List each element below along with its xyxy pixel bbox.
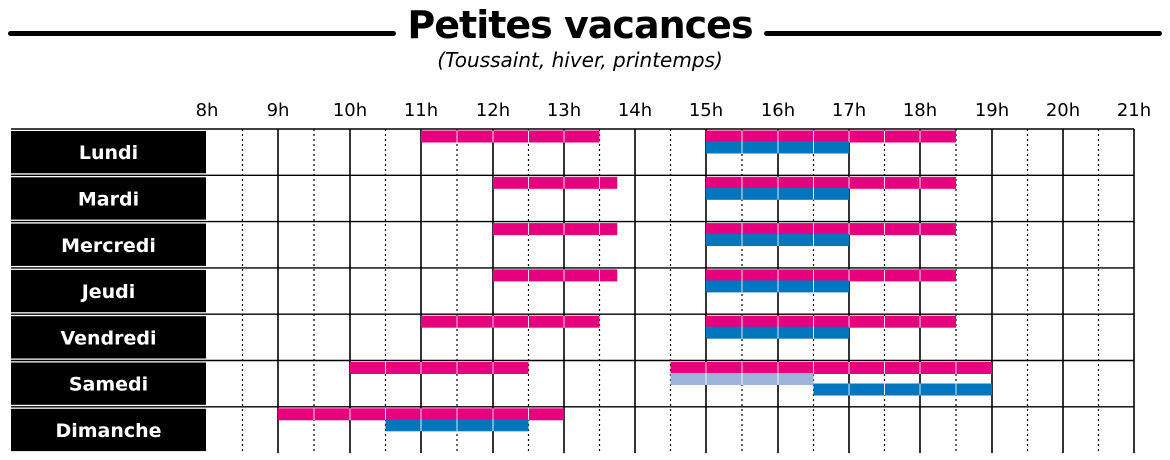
day-label-box xyxy=(11,316,206,359)
day-label-box xyxy=(11,223,206,266)
hour-tick-label: 21h xyxy=(1117,100,1151,121)
day-label-box xyxy=(11,177,206,220)
day-label-box xyxy=(11,362,206,405)
day-label-box xyxy=(11,131,206,174)
hour-tick-label: 16h xyxy=(761,100,795,121)
pink-bar xyxy=(706,315,956,328)
pink-bar xyxy=(670,362,992,374)
pink-bar xyxy=(350,362,529,374)
labels-layer: 8h 9h 10h 11h 12h 13h 14h 15h 16h 17h 18h 19h 20h 21h… xyxy=(11,100,1151,452)
hour-tick-label: 19h xyxy=(975,100,1009,121)
title-rule-right xyxy=(764,31,1162,36)
hour-tick-label: 20h xyxy=(1046,100,1080,121)
pink-bar xyxy=(706,223,956,236)
day-label: Samedi xyxy=(69,374,148,396)
hour-tick-label: 15h xyxy=(689,100,723,121)
hour-tick-label: 17h xyxy=(832,100,866,121)
hour-tick-label: 11h xyxy=(404,100,438,121)
day-label: Lundi xyxy=(79,142,138,164)
hour-tick-label: 9h xyxy=(267,100,290,121)
day-label: Dimanche xyxy=(55,420,161,442)
blue-bar xyxy=(813,383,992,396)
pink-bar xyxy=(706,176,956,189)
page-subtitle: (Toussaint, hiver, printemps) xyxy=(437,48,723,72)
pink-bar xyxy=(493,223,618,236)
pink-bar xyxy=(706,130,956,143)
hour-tick-label: 8h xyxy=(196,100,219,121)
bars-layer xyxy=(278,130,992,432)
pink-bar xyxy=(421,130,600,143)
hour-tick-label: 12h xyxy=(476,100,510,121)
pink-bar xyxy=(493,269,618,282)
day-label-box xyxy=(11,269,206,313)
day-label-box xyxy=(11,408,206,452)
hour-tick-label: 13h xyxy=(547,100,581,121)
pink-bar xyxy=(493,176,618,189)
page-title: Petites vacances xyxy=(407,3,753,47)
day-label: Mercredi xyxy=(61,235,156,257)
day-label: Vendredi xyxy=(60,327,156,349)
day-label: Jeudi xyxy=(80,281,136,303)
hour-tick-label: 14h xyxy=(618,100,652,121)
day-label: Mardi xyxy=(78,188,139,210)
title-rule-left xyxy=(8,31,396,36)
pink-bar xyxy=(706,269,956,282)
hour-tick-label: 18h xyxy=(903,100,937,121)
hour-tick-label: 10h xyxy=(333,100,367,121)
pink-bar xyxy=(421,315,600,328)
